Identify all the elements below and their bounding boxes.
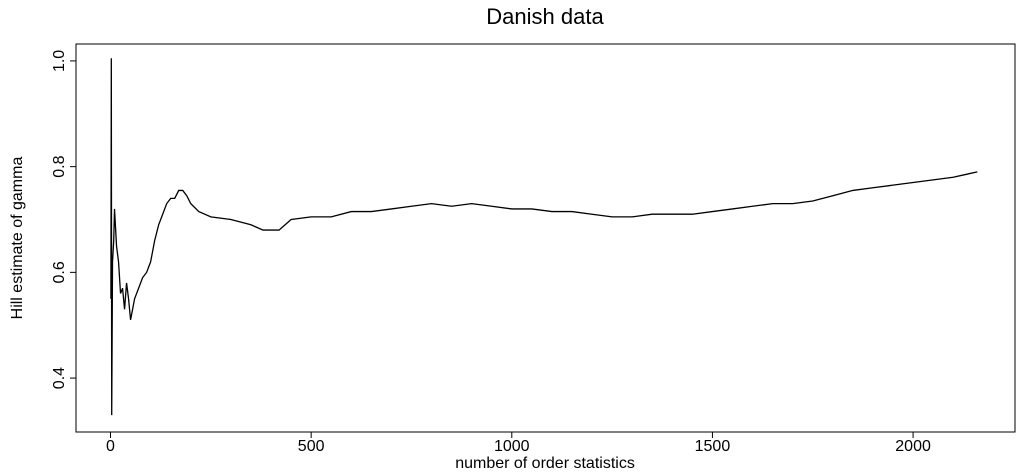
chart-title: Danish data	[486, 4, 604, 29]
x-tick-label: 1000	[494, 438, 530, 455]
plot-frame	[75, 43, 1016, 433]
y-axis-label: Hill estimate of gamma	[9, 157, 26, 320]
x-tick-label: 2000	[895, 438, 931, 455]
x-tick-label: 500	[298, 438, 325, 455]
x-tick-label: 1500	[695, 438, 731, 455]
x-axis-label: number of order statistics	[455, 455, 635, 472]
y-tick-label: 0.8	[51, 155, 68, 177]
x-tick-label: 0	[106, 438, 115, 455]
y-tick-label: 0.6	[51, 261, 68, 283]
y-tick-label: 1.0	[51, 50, 68, 72]
y-tick-label: 0.4	[51, 367, 68, 389]
data-line	[110, 58, 978, 416]
